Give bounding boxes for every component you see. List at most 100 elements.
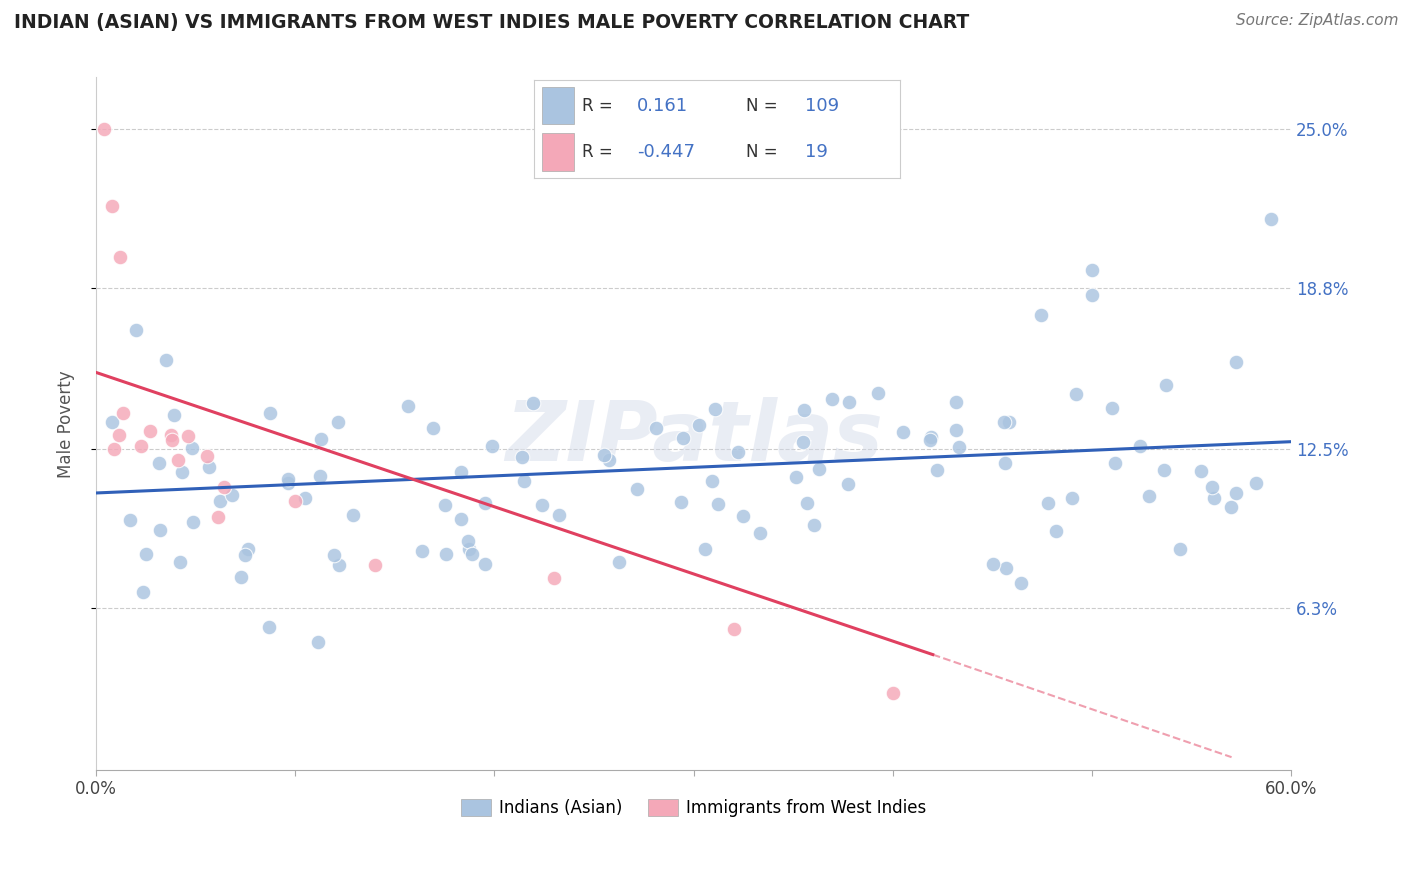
Point bbox=[307, 634, 329, 648]
Point bbox=[474, 496, 496, 510]
Point bbox=[598, 453, 620, 467]
Point bbox=[1225, 355, 1247, 369]
Point bbox=[450, 465, 472, 479]
Point bbox=[1045, 524, 1067, 538]
Point bbox=[945, 394, 967, 409]
Point bbox=[195, 449, 218, 463]
Point bbox=[177, 429, 200, 443]
Point bbox=[181, 441, 204, 455]
Point bbox=[1201, 480, 1223, 494]
Point bbox=[326, 415, 349, 429]
Point bbox=[927, 463, 949, 477]
Point bbox=[1202, 491, 1225, 505]
Point bbox=[208, 494, 231, 508]
Point bbox=[994, 561, 1017, 575]
Text: 0.161: 0.161 bbox=[637, 97, 688, 115]
Point bbox=[396, 399, 419, 413]
Point bbox=[671, 495, 693, 509]
Point bbox=[868, 385, 890, 400]
Point bbox=[688, 417, 710, 432]
Point bbox=[138, 424, 160, 438]
Point bbox=[1225, 486, 1247, 500]
Point bbox=[159, 428, 181, 442]
Point bbox=[181, 515, 204, 529]
Point bbox=[436, 547, 458, 561]
Point bbox=[131, 585, 153, 599]
Point bbox=[411, 544, 433, 558]
Point bbox=[108, 427, 131, 442]
Point bbox=[998, 415, 1021, 429]
Point bbox=[792, 435, 814, 450]
Point bbox=[461, 547, 484, 561]
Point bbox=[548, 508, 571, 523]
Point bbox=[311, 433, 333, 447]
Text: R =: R = bbox=[582, 143, 613, 161]
Point bbox=[593, 448, 616, 462]
Point bbox=[474, 558, 496, 572]
Point bbox=[803, 517, 825, 532]
Point bbox=[993, 415, 1015, 429]
Text: Source: ZipAtlas.com: Source: ZipAtlas.com bbox=[1236, 13, 1399, 29]
Point bbox=[277, 472, 299, 486]
Point bbox=[323, 549, 346, 563]
Point bbox=[294, 491, 316, 505]
Point bbox=[821, 392, 844, 406]
Point bbox=[93, 121, 115, 136]
Point bbox=[458, 542, 481, 557]
Point bbox=[148, 457, 170, 471]
Text: N =: N = bbox=[747, 143, 778, 161]
Point bbox=[328, 558, 350, 573]
Point bbox=[207, 510, 229, 524]
Point bbox=[422, 421, 444, 435]
Point bbox=[257, 620, 280, 634]
Point bbox=[1104, 456, 1126, 470]
Point bbox=[1153, 463, 1175, 477]
Point bbox=[308, 469, 330, 483]
Point bbox=[229, 570, 252, 584]
Legend: Indians (Asian), Immigrants from West Indies: Indians (Asian), Immigrants from West In… bbox=[454, 792, 934, 824]
Point bbox=[1064, 387, 1087, 401]
Point bbox=[626, 483, 648, 497]
Bar bbox=[541, 133, 575, 170]
Point bbox=[837, 477, 859, 491]
Point bbox=[793, 403, 815, 417]
Point bbox=[531, 498, 554, 512]
Point bbox=[513, 474, 536, 488]
Point bbox=[342, 508, 364, 523]
Text: 109: 109 bbox=[804, 97, 839, 115]
Point bbox=[1060, 491, 1083, 505]
Point bbox=[695, 542, 717, 557]
Point bbox=[1244, 475, 1267, 490]
Point bbox=[221, 487, 243, 501]
Point bbox=[457, 533, 479, 548]
Point bbox=[808, 462, 831, 476]
Point bbox=[727, 445, 749, 459]
Point bbox=[945, 423, 967, 437]
Point bbox=[1137, 489, 1160, 503]
Point bbox=[198, 460, 221, 475]
Text: R =: R = bbox=[582, 97, 613, 115]
Point bbox=[214, 480, 236, 494]
Point bbox=[1036, 495, 1059, 509]
Text: -0.447: -0.447 bbox=[637, 143, 695, 161]
Point bbox=[101, 415, 124, 429]
Point bbox=[135, 547, 157, 561]
Point bbox=[796, 496, 818, 510]
Point bbox=[259, 406, 281, 420]
Point bbox=[838, 394, 860, 409]
Point bbox=[163, 409, 186, 423]
Point bbox=[118, 513, 141, 527]
Point bbox=[103, 442, 125, 456]
Point bbox=[1129, 439, 1152, 453]
Text: 19: 19 bbox=[804, 143, 828, 161]
Point bbox=[645, 421, 668, 435]
Point bbox=[893, 425, 915, 439]
Point bbox=[700, 474, 723, 488]
Point bbox=[1010, 575, 1032, 590]
Y-axis label: Male Poverty: Male Poverty bbox=[58, 370, 75, 477]
Point bbox=[129, 439, 152, 453]
Point bbox=[1081, 262, 1104, 277]
Point bbox=[235, 548, 257, 562]
Point bbox=[510, 450, 533, 464]
Text: INDIAN (ASIAN) VS IMMIGRANTS FROM WEST INDIES MALE POVERTY CORRELATION CHART: INDIAN (ASIAN) VS IMMIGRANTS FROM WEST I… bbox=[14, 13, 969, 32]
